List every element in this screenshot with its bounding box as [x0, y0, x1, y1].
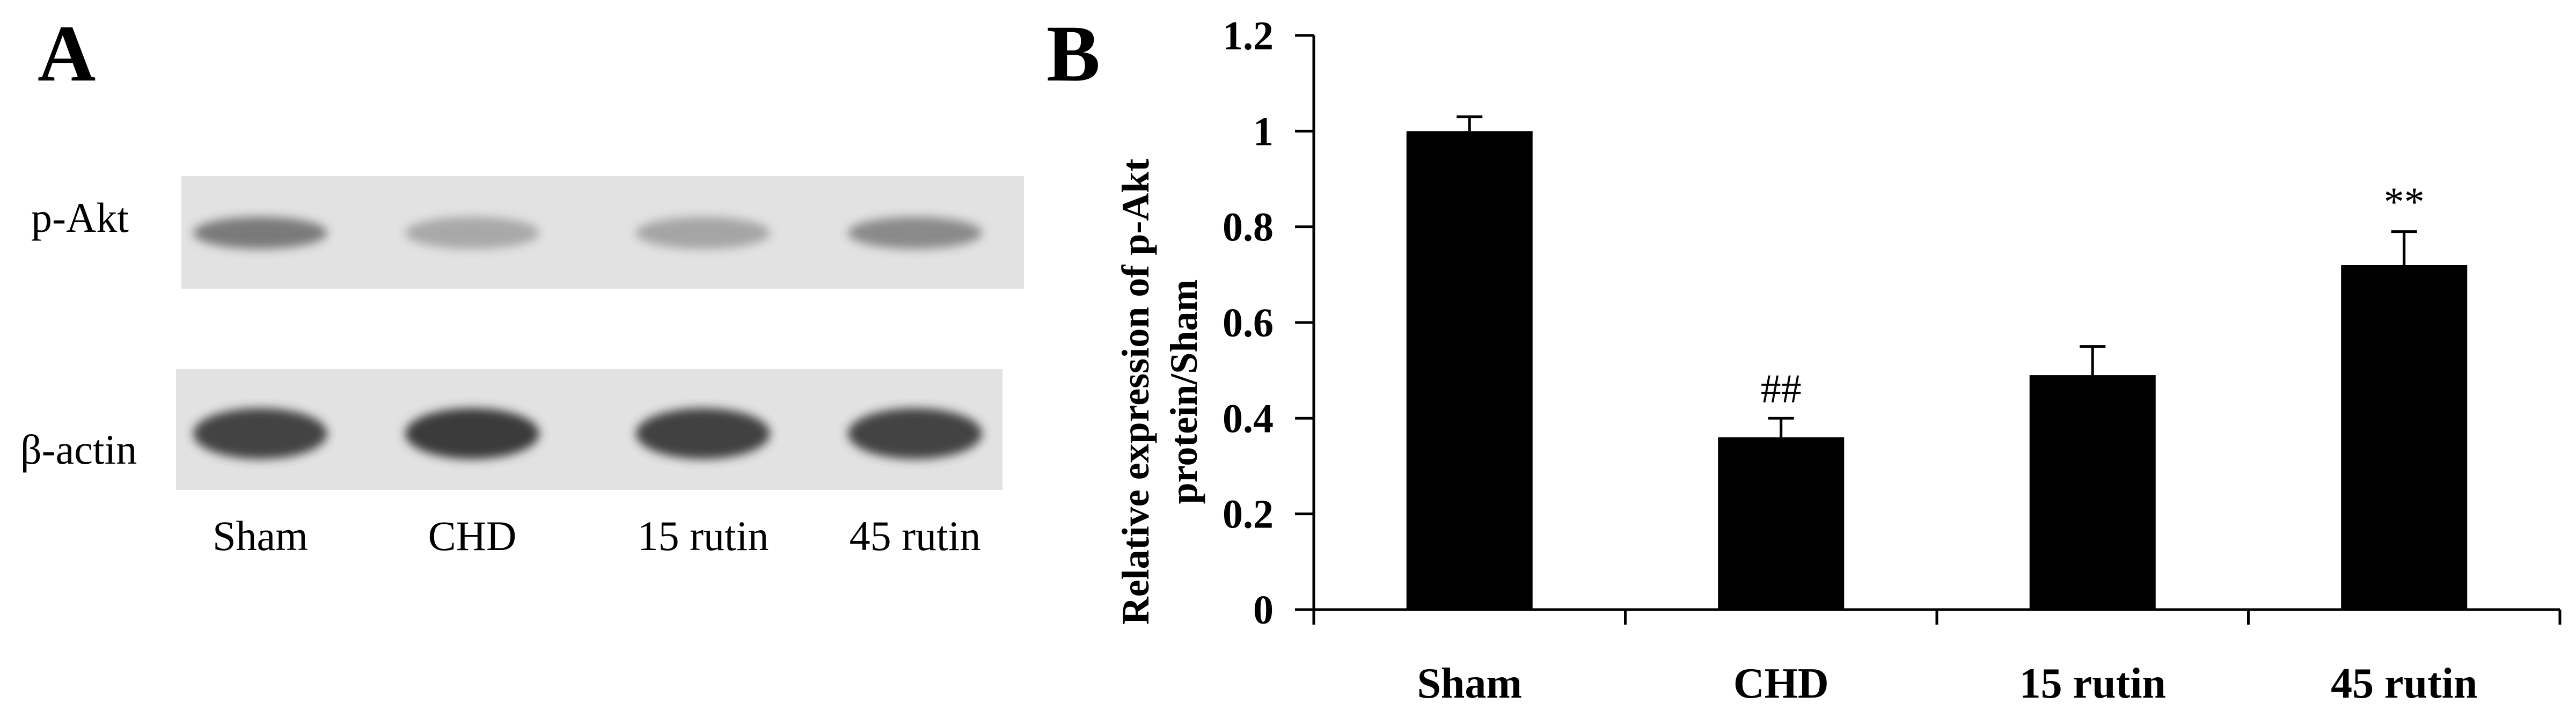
- blot-band: [193, 408, 327, 459]
- lane-label-15-rutin: 15 rutin: [638, 512, 769, 559]
- y-axis-ticks: 0 0.2 0.4 0.6 0.8 1 1.2: [1223, 13, 1314, 633]
- x-tick-label: 45 rutin: [2331, 660, 2477, 707]
- blot-bands-p-akt: [193, 217, 982, 249]
- x-tick-label: 15 rutin: [2019, 660, 2166, 707]
- blot-band: [193, 217, 327, 249]
- blot-bands-beta-actin: [193, 408, 982, 459]
- blot-band: [636, 217, 770, 249]
- blot-lane-labels: Sham CHD 15 rutin 45 rutin: [213, 512, 980, 559]
- panel-b-chart: B Relative expression of p-Akt protein/S…: [1046, 9, 2562, 707]
- y-tick-label: 0.2: [1223, 492, 1274, 537]
- blot-band: [848, 217, 982, 249]
- y-tick-label: 0: [1253, 588, 1274, 633]
- blot-row-beta-actin: β-actin: [20, 369, 1002, 490]
- y-tick-label: 1.2: [1223, 13, 1274, 58]
- y-axis-label-line-2: protein/Sham: [1162, 280, 1205, 504]
- blot-label-p-akt: p-Akt: [31, 194, 129, 241]
- x-axis-ticks: Sham CHD 15 rutin 45 rutin: [1312, 610, 2562, 707]
- blot-band: [848, 408, 982, 459]
- panel-b-letter: B: [1046, 9, 1100, 98]
- bars: [1406, 131, 2468, 610]
- lane-label-sham: Sham: [213, 512, 308, 559]
- y-axis-label: Relative expression of p-Akt protein/Sha…: [1114, 159, 1205, 625]
- y-axis-label-line-1: Relative expression of p-Akt: [1114, 159, 1157, 625]
- blot-label-beta-actin: β-actin: [20, 426, 137, 473]
- significance-annotations: ## **: [1761, 180, 2425, 412]
- x-tick-label: Sham: [1417, 660, 1522, 707]
- significance-annotation: ##: [1761, 366, 1802, 411]
- panel-a-letter: A: [38, 9, 96, 98]
- bar: [2029, 375, 2156, 610]
- y-tick-label: 0.6: [1223, 301, 1274, 346]
- error-bars: [1457, 115, 2417, 437]
- x-tick-label: CHD: [1733, 660, 1829, 707]
- significance-annotation: **: [2384, 180, 2425, 225]
- lane-label-chd: CHD: [428, 512, 517, 559]
- blot-band: [405, 408, 539, 459]
- bar: [2341, 265, 2468, 610]
- blot-band: [636, 408, 770, 459]
- panel-a: A p-Akt β-actin Sham CHD 15 rutin 45 rut…: [20, 9, 1024, 559]
- y-tick-label: 0.8: [1223, 205, 1274, 250]
- bar: [1406, 131, 1533, 610]
- lane-label-45-rutin: 45 rutin: [850, 512, 981, 559]
- bar: [1718, 437, 1845, 610]
- y-tick-label: 0.4: [1223, 396, 1274, 441]
- blot-row-p-akt: p-Akt: [31, 176, 1024, 289]
- y-tick-label: 1: [1253, 109, 1274, 154]
- blot-band: [405, 217, 539, 249]
